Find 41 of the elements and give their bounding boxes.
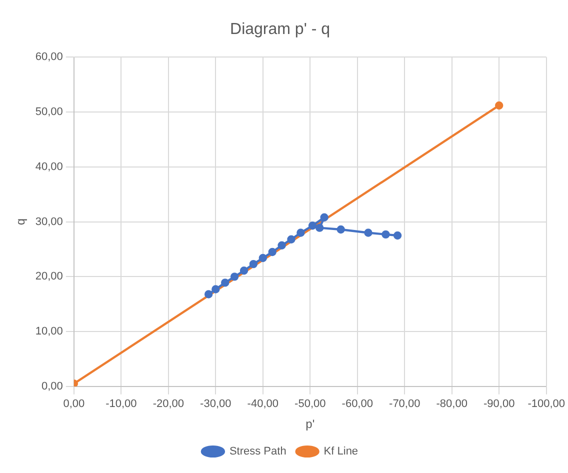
y-axis-title: q <box>14 218 28 226</box>
x-tick-label: -100,00 <box>528 398 565 410</box>
y-tick-label: 30,00 <box>35 216 63 228</box>
y-tick-label: 0,00 <box>42 380 63 392</box>
point <box>364 228 372 237</box>
chart-title: Diagram p' - q <box>230 21 330 38</box>
y-tick-label: 40,00 <box>35 160 63 173</box>
x-tick-label: -30,00 <box>200 398 232 410</box>
point <box>268 248 276 256</box>
x-tick-label: -50,00 <box>294 398 326 410</box>
point <box>278 241 286 250</box>
point <box>393 231 402 240</box>
point <box>315 224 324 232</box>
point <box>287 235 296 244</box>
point <box>204 290 213 298</box>
point <box>336 225 345 234</box>
x-tick-label: -20,00 <box>152 398 184 410</box>
x-tick-label: -80,00 <box>436 398 468 410</box>
legend-label: Kf Line <box>324 446 358 458</box>
point <box>221 278 230 287</box>
point <box>320 213 328 222</box>
x-tick-label: 0,00 <box>63 398 85 410</box>
point <box>230 272 239 281</box>
point <box>258 254 267 262</box>
y-tick-label: 50,00 <box>35 106 63 118</box>
x-tick-label: -40,00 <box>247 398 278 410</box>
point <box>249 260 258 268</box>
point <box>382 230 390 239</box>
y-tick-label: 60,00 <box>35 51 63 64</box>
x-tick-label: -10,00 <box>106 398 137 410</box>
point <box>212 285 220 294</box>
point <box>240 266 248 275</box>
x-tick-label: -60,00 <box>342 398 373 410</box>
x-axis-title: p' <box>306 417 315 432</box>
y-tick-label: 20,00 <box>35 270 63 283</box>
y-tick-label: 10,00 <box>35 326 63 338</box>
x-tick-label: -70,00 <box>389 398 420 410</box>
point <box>308 222 317 230</box>
point <box>296 228 305 237</box>
x-tick-label: -90,00 <box>484 398 515 410</box>
legend-label: Stress Path <box>229 446 286 458</box>
